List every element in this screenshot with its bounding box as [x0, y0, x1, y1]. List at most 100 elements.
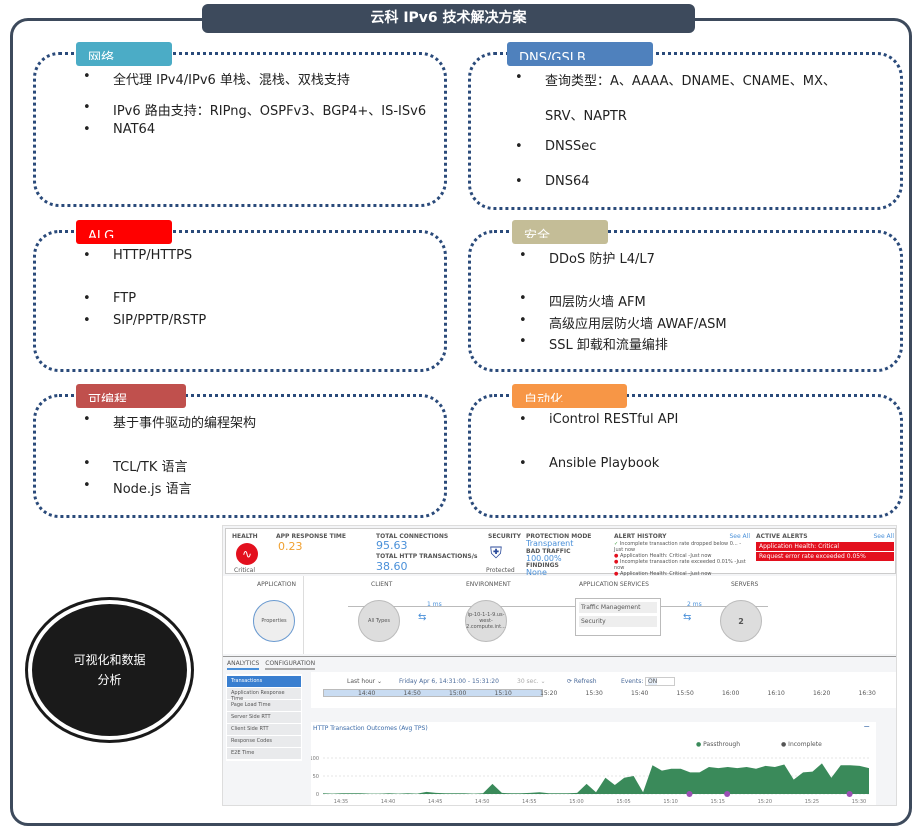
alert-history-item: ● Application Health: Critical -Just now: [614, 571, 750, 577]
environment-node-label: ip-10-1-1-9.us-west-2.compute.int...: [466, 612, 506, 630]
security-status: Protected: [486, 567, 515, 574]
passthrough-area: [323, 763, 869, 794]
server-count: 2: [738, 616, 744, 626]
alert-dot-icon: ●: [614, 571, 619, 577]
timeline-tick: 15:50: [676, 690, 694, 697]
list-item: • Ansible Playbook: [519, 456, 660, 471]
servers-node[interactable]: 2: [720, 600, 762, 642]
bad-traffic-label: BAD TRAFFIC: [526, 548, 571, 555]
x-tick-label: 15:25: [805, 799, 819, 805]
list-item: • TCL/TK 语言: [83, 456, 187, 475]
legend-passthrough[interactable]: ● Passthrough: [696, 741, 741, 748]
active-alert[interactable]: Request error rate exceeded 0.05%: [756, 552, 894, 561]
x-tick-label: 15:05: [616, 799, 630, 805]
tab-configuration[interactable]: CONFIGURATION: [265, 660, 316, 670]
section-tag-label: ALG: [88, 229, 115, 238]
bullet: •: [515, 139, 523, 154]
section-box: [33, 230, 447, 372]
list-item-text: HTTP/HTTPS: [113, 248, 193, 263]
collapse-icon[interactable]: −: [863, 722, 870, 731]
section-tag-label: 安全: [524, 229, 551, 238]
side-menu-item[interactable]: Server Side RTT: [227, 712, 301, 723]
alert-history-item: ● Application Health: Critical -Just now: [614, 553, 750, 559]
traffic-management[interactable]: Traffic Management: [579, 602, 657, 613]
section-tag: DNS/GSLB: [507, 42, 653, 66]
timeline-tick: 16:00: [722, 690, 740, 697]
chart-title: HTTP Transaction Outcomes (Avg TPS): [313, 725, 428, 732]
active-alerts-label: ACTIVE ALERTS: [756, 533, 808, 540]
bullet: •: [83, 313, 91, 328]
app-response-value: 0.23: [278, 540, 303, 553]
section-box: [33, 52, 447, 207]
refresh-button[interactable]: ⟳ Refresh: [567, 678, 597, 685]
range-dropdown[interactable]: Last hour ⌄: [347, 678, 383, 685]
properties-node[interactable]: Properties: [253, 600, 295, 642]
environment-node[interactable]: ip-10-1-1-9.us-west-2.compute.int...: [465, 600, 507, 642]
bullet: •: [83, 478, 91, 493]
list-item-text: DDoS 防护 L4/L7: [549, 252, 655, 267]
client-node[interactable]: All Types: [358, 600, 400, 642]
legend-incomplete[interactable]: ● Incomplete: [781, 741, 822, 748]
list-item-text: SIP/PPTP/RSTP: [113, 313, 207, 328]
x-tick-label: 15:15: [711, 799, 725, 805]
list-item: • DNSSec: [515, 139, 596, 154]
section-tag: 可编程: [76, 384, 186, 408]
list-item: • HTTP/HTTPS: [83, 248, 193, 263]
list-item-text: Node.js 语言: [113, 482, 192, 497]
list-item-text: 四层防火墙 AFM: [549, 295, 646, 310]
list-item-text: Ansible Playbook: [549, 456, 660, 471]
bullet: •: [83, 412, 91, 427]
x-tick-label: 14:40: [381, 799, 395, 805]
side-menu-item[interactable]: Application Response Time: [227, 688, 301, 702]
list-item: • 高级应用层防火墙 AWAF/ASM: [519, 313, 727, 332]
client-latency: 1 ms: [427, 601, 442, 608]
divider: [223, 656, 896, 657]
timeline-tick: 15:00: [449, 690, 467, 697]
alert-history-see-all[interactable]: See All: [729, 533, 750, 540]
side-menu-item[interactable]: E2E Time: [227, 748, 301, 759]
bullet: •: [83, 69, 91, 84]
list-item: • 全代理 IPv4/IPv6 单栈、混栈、双栈支持: [83, 69, 350, 88]
events-toggle[interactable]: ON: [645, 677, 675, 686]
section-tag: 安全: [512, 220, 608, 244]
app-services-box[interactable]: Traffic Management Security: [575, 598, 661, 636]
tabs: ANALYTICS CONFIGURATION: [227, 660, 316, 670]
security-service[interactable]: Security: [579, 616, 657, 627]
list-item: • SIP/PPTP/RSTP: [83, 313, 207, 328]
analytics-side-menu: Transactions Application Response Time Pag…: [226, 674, 302, 761]
chart-panel: HTTP Transaction Outcomes (Avg TPS) − ● …: [311, 722, 876, 805]
section-box: [468, 52, 903, 210]
side-menu-item[interactable]: Page Load Time: [227, 700, 301, 711]
list-item: SRV、NAPTR: [545, 105, 627, 124]
alert-text: Application Health: Critical -Just now: [619, 553, 712, 559]
alert-history-item: ● Incomplete transaction rate exceeded 0…: [614, 559, 750, 571]
bullet: •: [83, 291, 91, 306]
y-tick-label: 0: [316, 792, 319, 798]
x-tick-label: 15:00: [569, 799, 583, 805]
side-menu-item[interactable]: Response Codes: [227, 736, 301, 747]
divider: [303, 576, 304, 654]
side-menu-item[interactable]: Transactions: [227, 676, 301, 687]
area-chart: 0 50 100 14:35 14:40 14:45 14:50 14:55 15:00 15:0…: [311, 756, 869, 805]
bullet: •: [519, 291, 527, 306]
side-menu-item[interactable]: Client Side RTT: [227, 724, 301, 735]
active-alerts-see-all[interactable]: See All: [873, 533, 894, 540]
bullet: •: [519, 248, 527, 263]
list-item: • 查询类型：A、AAAA、DNAME、CNAME、MX、: [515, 70, 836, 89]
tab-analytics[interactable]: ANALYTICS: [227, 660, 260, 670]
list-item-text: 基于事件驱动的编程架构: [113, 416, 257, 431]
bullet: •: [519, 456, 527, 471]
interval-dropdown[interactable]: 30 sec. ⌄: [517, 678, 546, 685]
section-tag: ALG: [76, 220, 172, 244]
active-alert[interactable]: Application Health: Critical: [756, 542, 894, 551]
list-item-text: FTP: [113, 291, 137, 306]
connections-label: TOTAL CONNECTIONS: [376, 533, 449, 540]
app-response-label: APP RESPONSE TIME: [276, 533, 346, 540]
metrics-bar: HEALTH ∿ Critical APP RESPONSE TIME 0.23…: [225, 528, 896, 583]
date-range: Friday Apr 6, 14:31:00 - 15:31:20: [399, 678, 499, 685]
alert-dot-icon: ●: [614, 553, 619, 559]
list-item: • FTP: [83, 291, 137, 306]
timeline-tick: 16:30: [858, 690, 876, 697]
timeline-selection[interactable]: [323, 689, 543, 697]
list-item: • DNS64: [515, 174, 590, 189]
